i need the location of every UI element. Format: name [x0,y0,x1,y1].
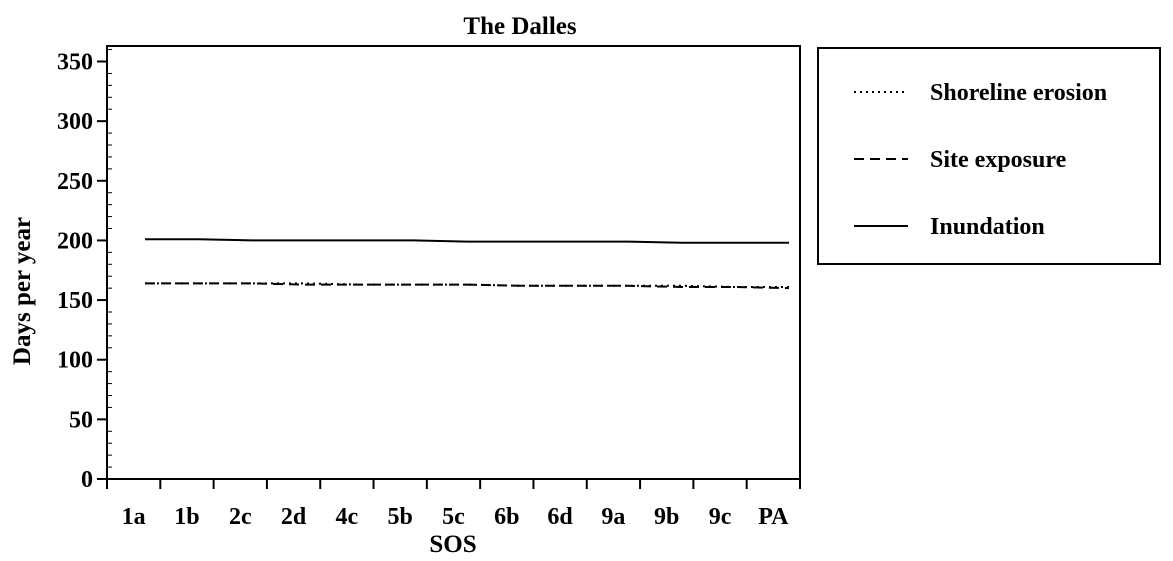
y-tick-label: 350 [57,50,93,76]
y-tick-label: 100 [57,348,93,374]
y-axis: 0 50 100 150 200 250 300 350 [57,50,112,493]
x-tick-label: 9b [654,504,679,530]
x-tick-label: 6d [547,504,573,530]
x-axis-label: SOS [429,531,476,558]
legend-label: Shoreline erosion [930,80,1107,106]
chart-title: The Dalles [463,13,576,40]
y-axis-label: Days per year [9,217,36,365]
series-line-inundation [145,239,789,243]
x-tick-label: 6b [494,504,519,530]
x-tick-label: 2d [281,504,307,530]
x-tick-label: 5c [442,504,465,530]
plot-frame [107,46,800,479]
legend-label: Site exposure [930,147,1067,173]
x-tick-label: 5b [388,504,413,530]
x-axis: 1a 1b 2c 2d 4c 5b 5c 6b 6d 9a 9b 9c PA [107,479,800,530]
x-tick-label: PA [758,504,789,530]
legend-label: Inundation [930,214,1045,240]
series-layer [145,239,789,288]
y-tick-label: 250 [57,169,93,195]
x-tick-label: 9a [601,504,625,530]
x-tick-label: 1b [174,504,199,530]
x-tick-label: 2c [229,504,252,530]
x-tick-label: 4c [336,504,359,530]
y-tick-label: 0 [81,467,93,493]
x-tick-label: 9c [709,504,732,530]
y-tick-label: 50 [69,407,93,433]
legend: Shoreline erosion Site exposure Inundation [818,48,1160,264]
x-tick-label: 1a [122,504,146,530]
y-tick-label: 300 [57,109,93,135]
y-tick-label: 200 [57,228,93,254]
y-tick-label: 150 [57,288,93,314]
